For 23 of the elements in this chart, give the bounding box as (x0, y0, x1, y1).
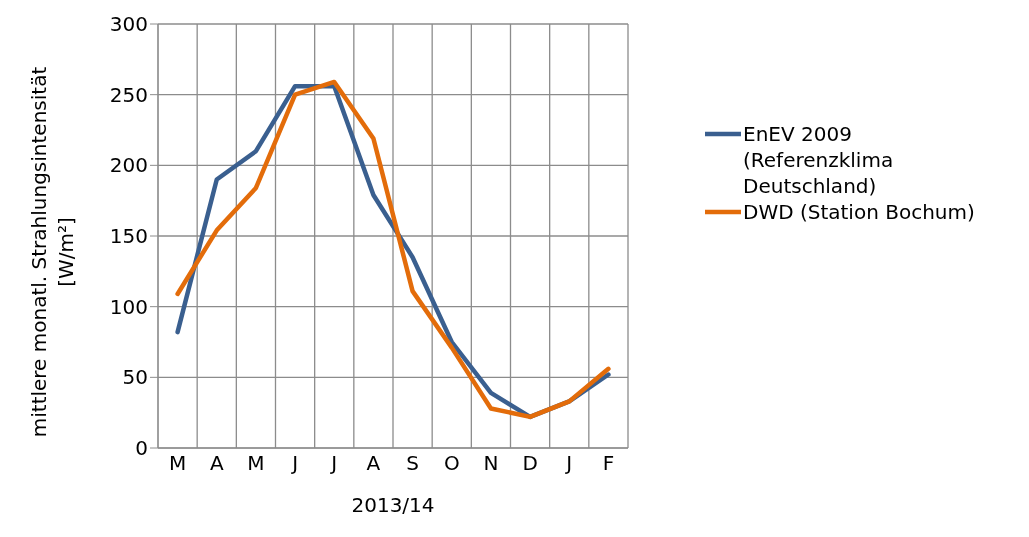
x-tick-label: A (209, 451, 224, 476)
y-tick-label: 300 (109, 12, 148, 37)
x-tick-label: O (443, 451, 460, 476)
x-tick-label: M (168, 451, 187, 476)
x-tick-label: M (247, 451, 265, 476)
y-tick-label: 50 (122, 365, 148, 390)
x-tick-label: F (602, 451, 615, 476)
y-axis-title: mittlere monatl. Strahlungsintensität [W/m²] (26, 65, 79, 440)
x-tick-label: S (406, 451, 419, 476)
x-tick-label: N (483, 451, 499, 476)
x-axis-title: 2013/14 (351, 493, 435, 517)
x-tick-label: D (522, 451, 538, 476)
x-tick-label: J (564, 451, 573, 476)
y-tick-label: 0 (135, 436, 148, 461)
legend-label: DWD (Station Bochum) (743, 199, 975, 225)
x-tick-label: J (329, 451, 338, 476)
x-tick-label: J (290, 451, 299, 476)
x-tick-label: A (366, 451, 381, 476)
y-tick-label: 100 (109, 294, 148, 319)
y-tick-label: 200 (109, 153, 148, 178)
y-tick-label: 150 (109, 224, 148, 249)
y-tick-label: 250 (109, 82, 148, 107)
legend-label: EnEV 2009 (Referenzklima Deutschland) (743, 121, 895, 199)
